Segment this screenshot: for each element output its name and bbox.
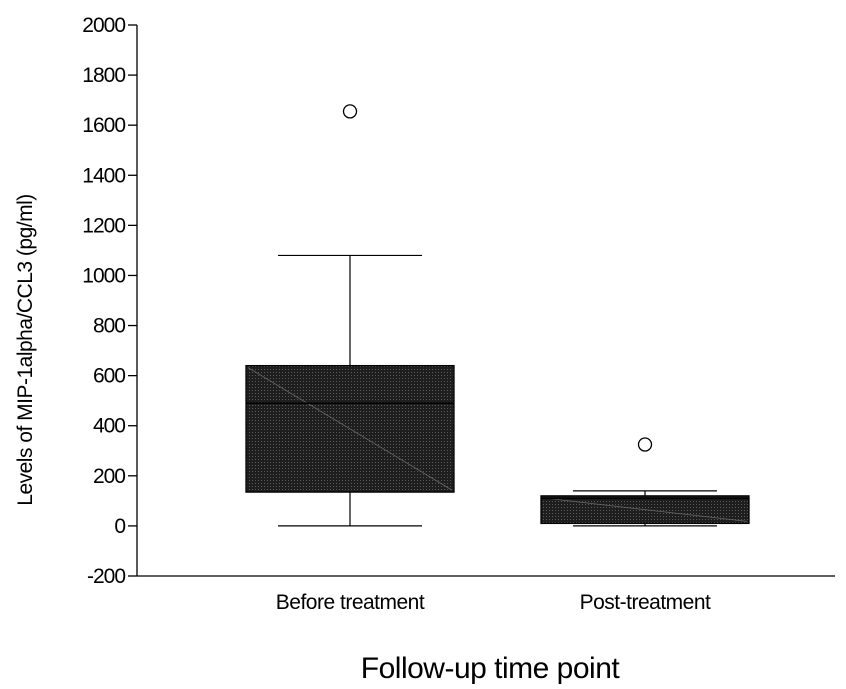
- y-axis-title: Levels of MIP-1alpha/CCL3 (pg/ml): [14, 194, 37, 505]
- y-tick-label: 200: [93, 465, 125, 488]
- x-axis-title: Follow-up time point: [361, 652, 621, 685]
- outlier-point: [637, 437, 653, 452]
- box-diagonal: [247, 367, 453, 491]
- y-tick-label: 1400: [82, 164, 125, 187]
- y-tick-label: 1200: [82, 214, 125, 237]
- y-tick-label: 800: [93, 315, 125, 338]
- y-tick-label: 0: [114, 515, 125, 538]
- axes: -200 0 200 400 600 800 1000 1200 1400 1600 1800 200…: [82, 14, 835, 614]
- x-category-label: Post-treatment: [580, 591, 711, 614]
- y-tick-label: 1000: [82, 264, 125, 287]
- y-tick-label: 600: [93, 365, 125, 388]
- y-tick-label: 1800: [82, 64, 125, 87]
- plot-area: [245, 104, 750, 527]
- y-tick-label: 400: [93, 415, 125, 438]
- box-diagonal: [542, 497, 748, 522]
- outlier-point: [342, 104, 358, 119]
- y-tick-label: 1600: [82, 114, 125, 137]
- y-tick-label: -200: [87, 565, 125, 588]
- x-category-label: Before treatment: [276, 591, 425, 614]
- y-tick-label: 2000: [82, 14, 125, 37]
